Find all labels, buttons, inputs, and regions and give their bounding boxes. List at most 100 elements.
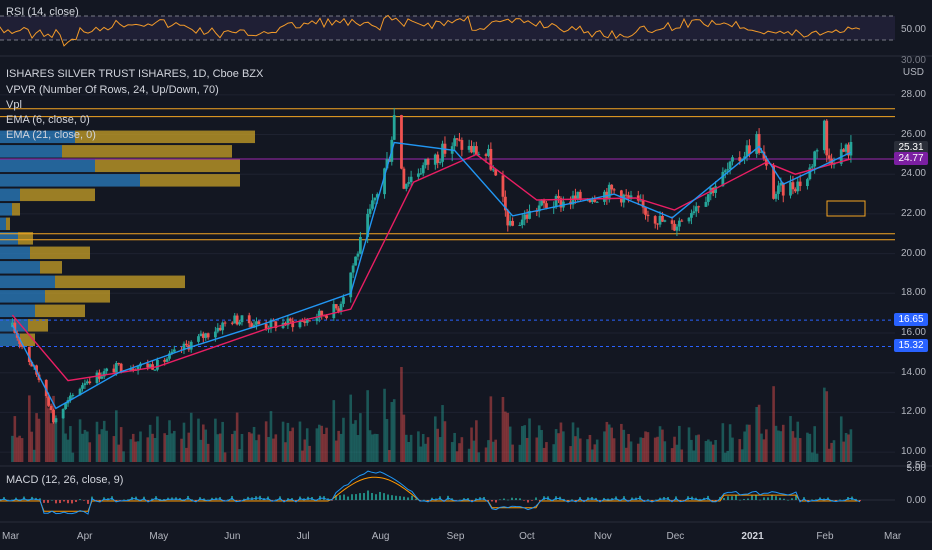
candle-body	[119, 363, 123, 372]
volume-bar	[511, 444, 514, 462]
volume-bar	[627, 433, 630, 462]
macd-histogram-bar	[451, 498, 453, 500]
volume-profile-down	[12, 203, 20, 216]
volume-bar	[284, 442, 287, 462]
candle-body	[590, 199, 594, 203]
candle-body	[779, 182, 783, 186]
volume-bar	[151, 433, 154, 462]
volume-bar	[815, 453, 819, 462]
candle-body	[342, 297, 345, 304]
candle-body	[291, 320, 295, 328]
volume-bar	[663, 441, 667, 462]
candle-body	[269, 320, 273, 329]
candle-body	[163, 359, 167, 362]
volume-bar	[37, 418, 41, 462]
volume-bar	[436, 428, 440, 462]
volume-bar	[808, 433, 812, 462]
candle-body	[687, 217, 691, 222]
macd-histogram-bar	[235, 500, 237, 501]
candle-body	[221, 322, 225, 331]
macd-histogram-bar	[351, 494, 353, 500]
volume-bar	[798, 438, 802, 462]
volume-bar	[624, 447, 628, 462]
candle-body	[571, 195, 575, 205]
macd-histogram-bar	[179, 497, 181, 500]
volume-bar	[383, 388, 386, 462]
indicator-ema-slow[interactable]: EMA (21, close, 0)	[6, 129, 96, 141]
macd-histogram-bar	[43, 500, 45, 503]
candle-body	[201, 333, 205, 338]
candle-body	[472, 146, 476, 153]
volume-bar	[257, 434, 261, 462]
candle-body	[663, 220, 667, 222]
macd-histogram-bar	[39, 498, 41, 500]
candle-body	[230, 322, 234, 324]
volume-bar	[197, 418, 200, 462]
candle-body	[661, 215, 664, 222]
candle-body	[61, 409, 65, 419]
volume-bar	[593, 444, 597, 462]
volume-bar	[487, 440, 490, 462]
indicator-vpvr[interactable]: VPVR (Number Of Rows, 24, Up/Down, 70)	[6, 84, 219, 96]
macd-histogram-bar	[619, 499, 621, 501]
volume-bar	[646, 432, 650, 462]
volume-bar	[233, 430, 237, 462]
ema-fast-line	[11, 141, 852, 410]
candle-body	[728, 161, 732, 170]
currency-label: USD	[902, 67, 924, 78]
volume-bar	[206, 443, 210, 462]
candle-body	[559, 198, 563, 208]
volume-bar	[308, 445, 311, 462]
volume-bar	[576, 427, 580, 462]
candle-body	[64, 403, 67, 410]
volume-bar	[588, 434, 592, 462]
macd-histogram-bar	[75, 500, 77, 502]
volume-bar	[291, 427, 295, 462]
volume-bar	[189, 412, 193, 462]
volume-bar	[223, 452, 227, 462]
candle-body	[441, 143, 444, 162]
candle-body	[721, 171, 725, 187]
volume-bar	[122, 451, 125, 462]
volume-bar	[409, 434, 413, 462]
macd-histogram-bar	[315, 499, 317, 501]
macd-histogram-bar	[519, 498, 521, 500]
candle-body	[612, 189, 616, 191]
candle-body	[308, 320, 312, 322]
candle-body	[257, 321, 261, 324]
volume-bar	[156, 416, 159, 462]
macd-histogram-bar	[87, 500, 89, 504]
indicator-ema-fast[interactable]: EMA (6, close, 0)	[6, 114, 90, 126]
candle-body	[453, 138, 457, 147]
candle-body	[95, 372, 99, 384]
indicator-vpl[interactable]: Vpl	[6, 99, 22, 111]
volume-bar	[404, 434, 408, 462]
candle-body	[300, 320, 304, 322]
macd-histogram-bar	[407, 497, 409, 500]
volume-bar	[231, 434, 234, 462]
candle-body	[170, 351, 174, 354]
volume-bar	[20, 438, 24, 462]
candle-body	[595, 201, 599, 203]
volume-bar	[518, 444, 522, 462]
volume-bar	[173, 430, 176, 462]
volume-bar	[81, 433, 84, 462]
volume-bar	[35, 413, 38, 462]
volume-bar	[368, 430, 372, 462]
candle-body	[206, 333, 210, 338]
volume-bar	[506, 412, 510, 462]
volume-bar	[673, 436, 676, 462]
volume-bar	[11, 435, 14, 462]
volume-bar	[472, 440, 476, 462]
candle-body	[772, 165, 775, 199]
macd-histogram-bar	[211, 497, 213, 500]
volume-bar	[238, 449, 241, 462]
candle-body	[288, 318, 292, 321]
candle-body	[675, 226, 679, 231]
volume-bar	[612, 438, 616, 462]
macd-histogram-bar	[287, 498, 289, 500]
volume-bar	[501, 396, 505, 462]
candle-body	[102, 371, 106, 377]
candle-body	[455, 138, 459, 140]
